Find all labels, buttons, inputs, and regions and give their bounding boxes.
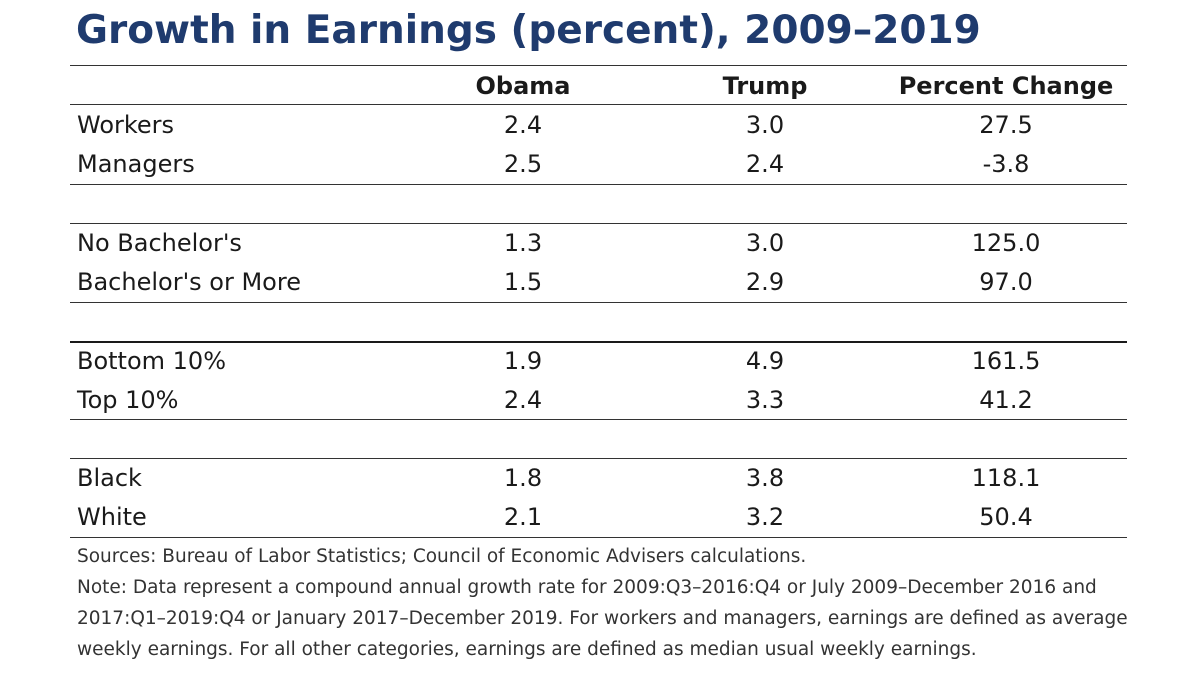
percent-change-value: 118.1 xyxy=(971,464,1041,492)
row-label: Black xyxy=(77,464,142,492)
obama-value: 1.8 xyxy=(503,464,543,492)
group-divider xyxy=(70,184,1127,185)
trump-value: 3.3 xyxy=(745,386,785,414)
obama-value: 1.9 xyxy=(503,347,543,375)
column-header-percent-change: Percent Change xyxy=(898,72,1114,100)
chart-title: Growth in Earnings (percent), 2009–2019 xyxy=(76,8,981,53)
column-header-obama: Obama xyxy=(475,72,571,100)
group-divider xyxy=(70,302,1127,303)
row-label: White xyxy=(77,503,147,531)
percent-change-value: 97.0 xyxy=(979,268,1033,296)
row-label: Bachelor's or More xyxy=(77,268,301,296)
percent-change-value: 161.5 xyxy=(971,347,1041,375)
trump-value: 3.0 xyxy=(745,229,785,257)
percent-change-value: 50.4 xyxy=(979,503,1033,531)
obama-value: 2.4 xyxy=(503,386,543,414)
trump-value: 3.8 xyxy=(745,464,785,492)
sources-note: Sources: Bureau of Labor Statistics; Cou… xyxy=(77,546,807,567)
notes-block: Sources: Bureau of Labor Statistics; Cou… xyxy=(77,541,1137,665)
percent-change-value: 27.5 xyxy=(979,111,1033,139)
methodology-note: Note: Data represent a compound annual g… xyxy=(77,577,1128,660)
group-divider xyxy=(70,419,1127,420)
obama-value: 2.5 xyxy=(503,150,543,178)
column-header-trump: Trump xyxy=(722,72,808,100)
group-divider xyxy=(70,223,1127,224)
group-divider xyxy=(70,458,1127,459)
obama-value: 2.4 xyxy=(503,111,543,139)
bottom-rule xyxy=(70,537,1127,538)
row-label: Workers xyxy=(77,111,175,139)
obama-value: 1.5 xyxy=(503,268,543,296)
top-rule xyxy=(70,65,1127,66)
trump-value: 2.4 xyxy=(745,150,785,178)
trump-value: 2.9 xyxy=(745,268,785,296)
trump-value: 3.2 xyxy=(745,503,785,531)
obama-value: 1.3 xyxy=(503,229,543,257)
row-label: Managers xyxy=(77,150,195,178)
row-label: Bottom 10% xyxy=(77,347,227,375)
percent-change-value: -3.8 xyxy=(982,150,1030,178)
obama-value: 2.1 xyxy=(503,503,543,531)
trump-value: 3.0 xyxy=(745,111,785,139)
trump-value: 4.9 xyxy=(745,347,785,375)
percent-change-value: 41.2 xyxy=(979,386,1033,414)
row-label: Top 10% xyxy=(77,386,179,414)
row-label: No Bachelor's xyxy=(77,229,242,257)
group-divider xyxy=(70,341,1127,343)
header-rule xyxy=(70,104,1127,105)
percent-change-value: 125.0 xyxy=(971,229,1041,257)
